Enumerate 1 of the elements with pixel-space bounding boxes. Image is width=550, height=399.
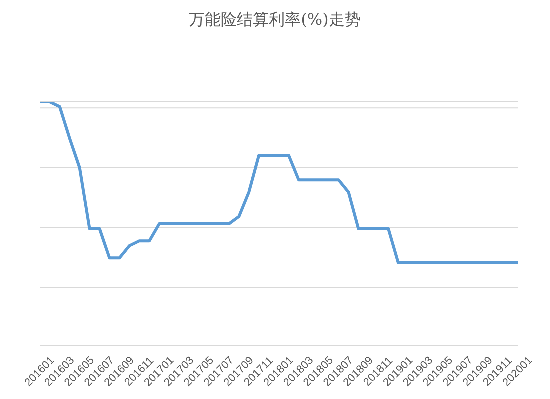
chart-title: 万能险结算利率(%)走势 (188, 9, 362, 31)
